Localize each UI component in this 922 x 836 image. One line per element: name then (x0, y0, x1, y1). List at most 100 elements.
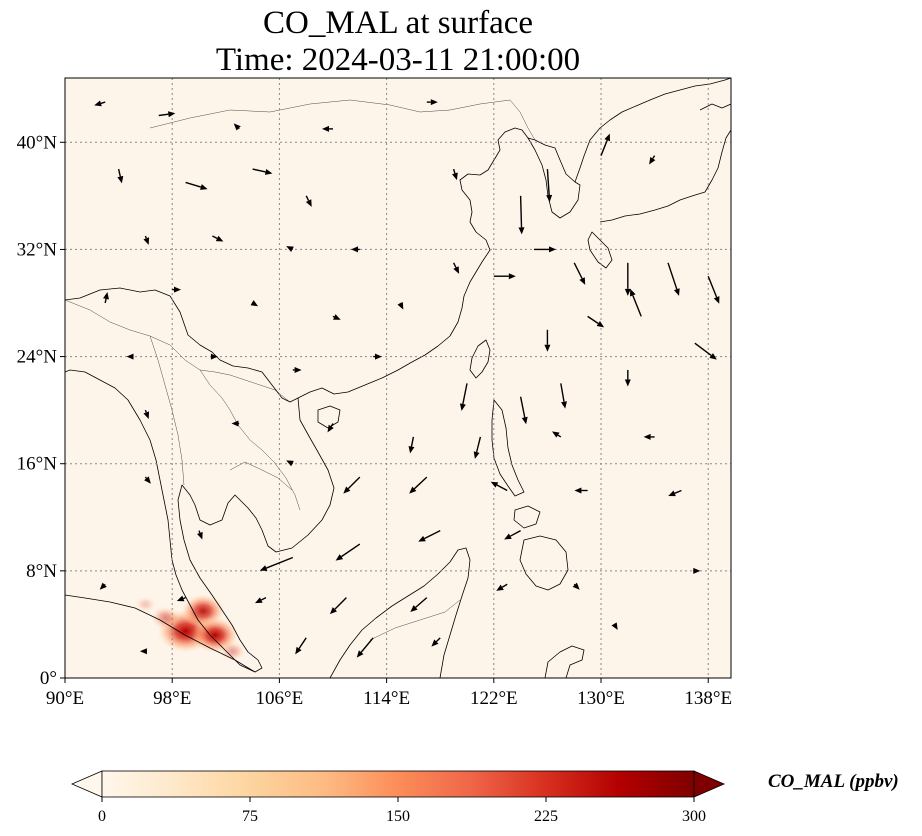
graticule (65, 78, 731, 678)
coastline-taiwan (469, 339, 491, 379)
wind-arrow (143, 235, 150, 245)
wind-arrow (490, 481, 508, 492)
coastline-sumatra (65, 594, 256, 673)
border-cambodia (229, 461, 293, 491)
wind-arrow (693, 567, 701, 574)
y-tick-label: 32°N (17, 239, 58, 260)
wind-arrow (418, 530, 441, 542)
border-mongolia (149, 99, 511, 129)
wind-arrow (452, 168, 458, 181)
x-tick-label: 130°E (577, 688, 625, 709)
wind-arrow (452, 262, 460, 274)
colorbar-ticks: 0 75 150 225 300 (98, 797, 706, 825)
wind-arrow (518, 195, 525, 235)
wind-arrow (197, 530, 203, 540)
colorbar-tick-label: 225 (534, 808, 558, 825)
coastline-hainan (317, 405, 341, 429)
coastline-korea (527, 137, 581, 219)
wind-arrow (649, 155, 656, 165)
coastline-indochina (65, 369, 335, 673)
wind-arrow (286, 246, 294, 252)
wind-arrow (459, 383, 468, 411)
wind-arrow (343, 476, 361, 494)
coastline-japan-honshu (599, 129, 731, 223)
wind-arrow (327, 423, 334, 433)
wind-arrow (356, 637, 374, 658)
colorbar-tick-label: 75 (242, 808, 258, 825)
wind-arrow (560, 383, 567, 409)
wind-arrow (496, 583, 508, 591)
coastlines (65, 78, 731, 678)
map-title-line1: CO_MAL at surface (262, 5, 534, 41)
wind-arrow (587, 315, 605, 328)
wind-arrow (172, 286, 182, 293)
map-frame (64, 77, 732, 679)
wind-arrow (335, 543, 361, 561)
x-tick-label: 90°E (46, 688, 84, 709)
wind-arrow (231, 420, 240, 427)
colorbar-gradient (101, 770, 695, 798)
wind-arrow (126, 353, 134, 360)
co-hotspot (150, 606, 181, 630)
wind-arrow (707, 275, 720, 304)
wind-arrow (624, 369, 631, 387)
wind-arrow (185, 181, 208, 190)
wind-arrow (292, 366, 302, 373)
map-title-line2: Time: 2024-03-11 21:00:00 (215, 42, 581, 78)
coastline-luzon (491, 399, 525, 497)
wind-arrow (212, 235, 224, 242)
colorbar-extend-min (70, 770, 103, 798)
border-china-south (65, 299, 291, 403)
y-tick-label: 16°N (17, 454, 58, 475)
coastline-asia-mainland (65, 78, 731, 403)
wind-arrow (611, 622, 618, 630)
wind-arrow (572, 582, 580, 590)
map-background (65, 78, 731, 678)
wind-vectors (94, 99, 720, 658)
wind-arrow (117, 168, 124, 184)
wind-arrow (397, 301, 404, 310)
wind-arrow (573, 262, 586, 285)
border-laos-vietnam (199, 369, 301, 511)
wind-arrow (544, 329, 551, 352)
colorbar-tick-label: 150 (386, 808, 410, 825)
wind-arrow (176, 595, 186, 602)
wind-arrow (158, 111, 176, 118)
x-tick-label: 106°E (256, 688, 304, 709)
wind-arrow (426, 99, 438, 106)
wind-arrow (630, 288, 642, 317)
wind-arrow (329, 597, 347, 615)
wind-arrow (519, 396, 528, 425)
wind-arrow (408, 436, 415, 454)
wind-arrow (295, 637, 307, 655)
x-tick-label: 122°E (470, 688, 518, 709)
coastline-hokkaido (699, 103, 731, 111)
coastline-sulawesi (544, 645, 585, 678)
wind-arrow (504, 530, 521, 540)
wind-arrow (351, 246, 360, 253)
co-hotspot (219, 641, 246, 662)
wind-arrow (552, 431, 562, 438)
wind-arrow (694, 342, 717, 360)
x-axis-ticks: 90°E 98°E 106°E 114°E 122°E 130°E 138°E (46, 678, 732, 709)
wind-arrow (94, 100, 106, 107)
wind-arrow (667, 262, 680, 296)
x-tick-label: 138°E (684, 688, 732, 709)
coastline-borneo (329, 547, 471, 678)
colorbar-tick-label: 300 (682, 808, 706, 825)
wind-arrow (668, 489, 682, 497)
colorbar-label: CO_MAL (ppbv) (768, 771, 899, 792)
wind-arrow (233, 123, 241, 131)
wind-arrow (643, 433, 655, 440)
wind-arrow (139, 648, 147, 655)
wind-arrow (103, 292, 109, 304)
wind-arrow (493, 273, 516, 280)
colorbar: 0 75 150 225 300 (70, 770, 726, 825)
wind-arrow (259, 556, 294, 571)
x-tick-label: 114°E (363, 688, 410, 709)
wind-arrow (624, 262, 631, 296)
x-tick-label: 98°E (153, 688, 191, 709)
coastline-japan-kyushu (587, 231, 613, 269)
y-tick-label: 40°N (17, 132, 58, 153)
